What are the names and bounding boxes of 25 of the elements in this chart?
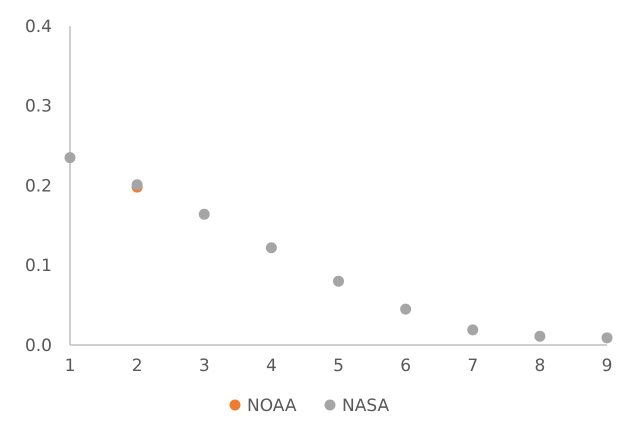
point: [64, 152, 76, 164]
point: [534, 330, 546, 342]
y-tick-label: 0.2: [24, 176, 52, 196]
y-tick-label: 0.3: [24, 96, 52, 117]
legend-label: NOAA: [247, 396, 297, 416]
x-tick-label: 2: [132, 356, 143, 376]
x-tick-label: 7: [467, 356, 478, 376]
point: [333, 276, 344, 287]
y-tick-label: 0.4: [24, 16, 52, 37]
x-tick-label: 3: [198, 356, 210, 376]
x-tick-label: 9: [602, 356, 612, 376]
point: [602, 332, 612, 344]
point: [467, 324, 478, 336]
x-tick-label: 6: [400, 356, 412, 376]
x-tick-label: 1: [64, 356, 76, 376]
point: [198, 208, 210, 220]
point: [132, 179, 143, 190]
point: [266, 242, 277, 254]
point: [400, 304, 412, 315]
x-tick-label: 5: [333, 356, 344, 376]
x-tick-label: 8: [534, 356, 546, 376]
y-tick-label: 0.1: [24, 256, 52, 276]
y-tick-label: 0.0: [24, 336, 52, 356]
x-tick-label: 4: [266, 356, 277, 376]
legend-label: NASA: [342, 396, 390, 416]
